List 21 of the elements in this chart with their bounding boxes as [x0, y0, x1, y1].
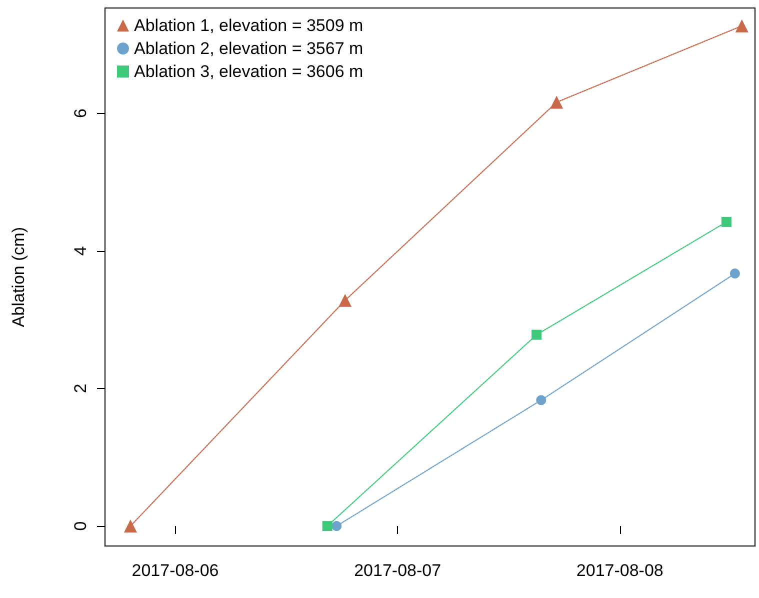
y-tick-label: 2	[71, 384, 90, 394]
y-tick-label: 4	[71, 246, 90, 256]
point	[532, 330, 542, 340]
y-axis-title: Ablation (cm)	[9, 226, 28, 328]
point	[322, 521, 332, 532]
legend-label: Ablation 1, elevation = 3509 m	[134, 16, 364, 35]
point	[536, 395, 546, 406]
x-tick-label: 2017-08-06	[132, 561, 219, 580]
point	[550, 96, 564, 109]
y-tick-label: 6	[71, 108, 90, 118]
point	[730, 268, 740, 279]
legend-label: Ablation 2, elevation = 3567 m	[134, 39, 364, 58]
point	[721, 216, 732, 227]
x-tick-label: 2017-08-08	[576, 561, 664, 580]
point	[735, 19, 748, 32]
point	[338, 294, 352, 307]
x-tick-label: 2017-08-07	[354, 561, 442, 580]
legend-label: Ablation 3, elevation = 3606 m	[134, 62, 364, 81]
point	[332, 521, 342, 532]
point	[124, 520, 137, 533]
y-tick-label: 0	[71, 521, 90, 531]
